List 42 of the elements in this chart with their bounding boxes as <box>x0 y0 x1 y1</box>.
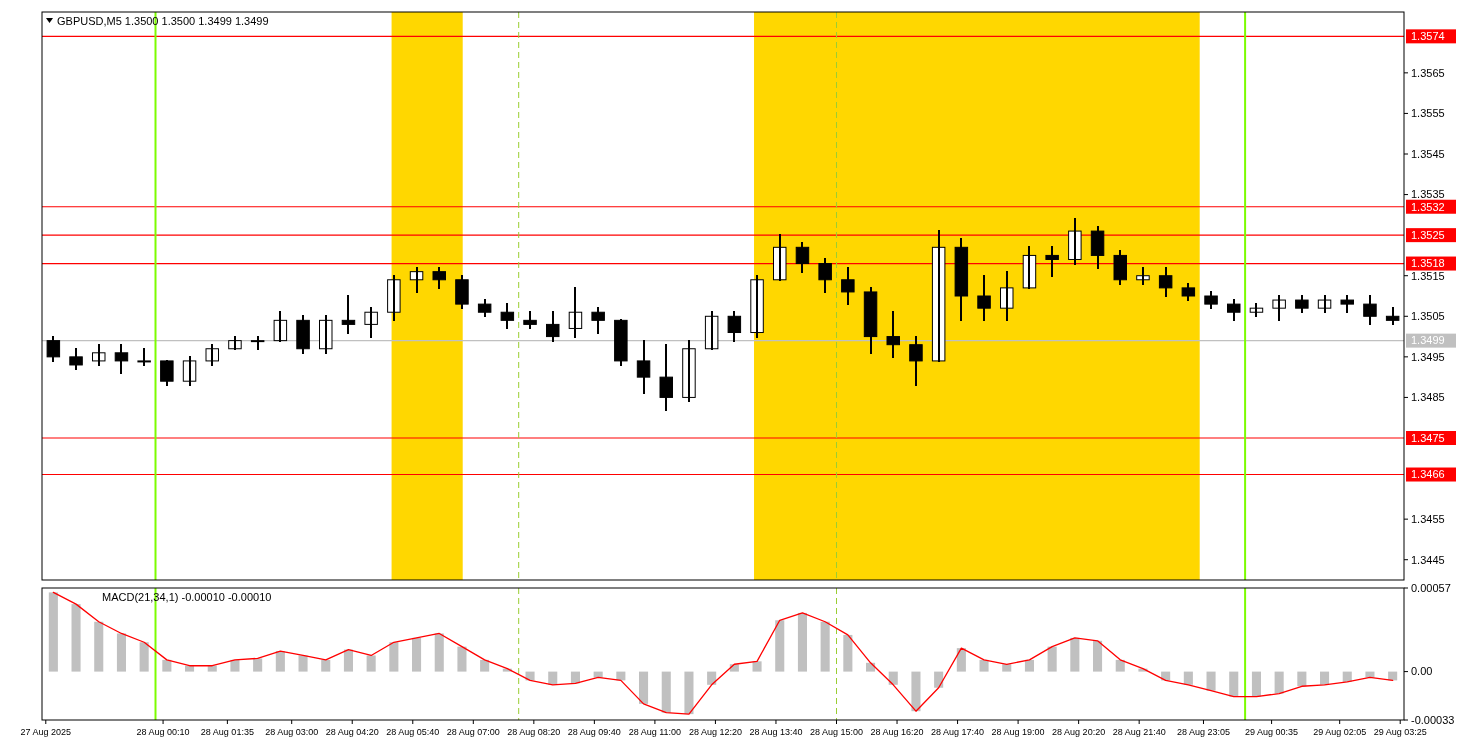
y-tick-label: -0.00033 <box>1411 713 1455 726</box>
y-tick-label: 1.3485 <box>1411 391 1445 404</box>
x-tick-label: 28 Aug 12:20 <box>688 727 742 737</box>
y-tick-label: 1.3445 <box>1411 553 1445 566</box>
x-tick-label: 28 Aug 08:20 <box>507 727 561 737</box>
x-tick-label: 28 Aug 07:00 <box>446 727 500 737</box>
y-tick-label: 1.3455 <box>1411 512 1445 525</box>
x-tick-label: 28 Aug 00:10 <box>136 727 190 737</box>
y-tick-label: 1.3495 <box>1411 350 1445 363</box>
x-tick-label: 28 Aug 01:35 <box>200 727 254 737</box>
ref-line-label: 1.3525 <box>1411 228 1445 241</box>
x-tick-label: 28 Aug 16:20 <box>870 727 924 737</box>
x-tick-label: 28 Aug 13:40 <box>749 727 803 737</box>
x-tick-label: 28 Aug 03:00 <box>265 727 319 737</box>
y-tick-label: 1.3515 <box>1411 269 1445 282</box>
x-tick-label: 29 Aug 00:35 <box>1245 727 1299 737</box>
x-tick-label: 28 Aug 20:20 <box>1052 727 1106 737</box>
x-tick-label: 28 Aug 21:40 <box>1112 727 1166 737</box>
x-tick-label: 28 Aug 05:40 <box>386 727 440 737</box>
y-tick-label: 1.3535 <box>1411 188 1445 201</box>
ref-line-label: 1.3466 <box>1411 468 1445 481</box>
ref-line-label: 1.3475 <box>1411 431 1445 444</box>
ref-line-label: 1.3518 <box>1411 257 1445 270</box>
y-tick-label: 1.3565 <box>1411 66 1445 79</box>
ref-line-label: 1.3574 <box>1411 30 1445 43</box>
y-tick-label: 0.00057 <box>1411 581 1451 594</box>
x-tick-label: 28 Aug 11:00 <box>628 727 682 737</box>
y-tick-label: 1.3545 <box>1411 147 1445 160</box>
x-tick-label: 28 Aug 17:40 <box>931 727 985 737</box>
x-tick-label: 29 Aug 02:05 <box>1313 727 1367 737</box>
x-tick-label: 28 Aug 09:40 <box>567 727 621 737</box>
y-tick-label: 1.3505 <box>1411 310 1445 323</box>
x-tick-label: 29 Aug 03:25 <box>1373 727 1427 737</box>
ref-line-label: 1.3532 <box>1411 200 1445 213</box>
x-tick-label: 27 Aug 2025 <box>20 727 72 737</box>
ref-line-label: 1.3499 <box>1411 334 1445 347</box>
y-tick-label: 0.00 <box>1411 665 1433 678</box>
y-tick-label: 1.3555 <box>1411 107 1445 120</box>
x-tick-label: 28 Aug 19:00 <box>991 727 1045 737</box>
x-tick-label: 28 Aug 04:20 <box>325 727 379 737</box>
x-tick-label: 28 Aug 23:05 <box>1176 727 1231 737</box>
x-tick-label: 28 Aug 15:00 <box>809 727 864 737</box>
